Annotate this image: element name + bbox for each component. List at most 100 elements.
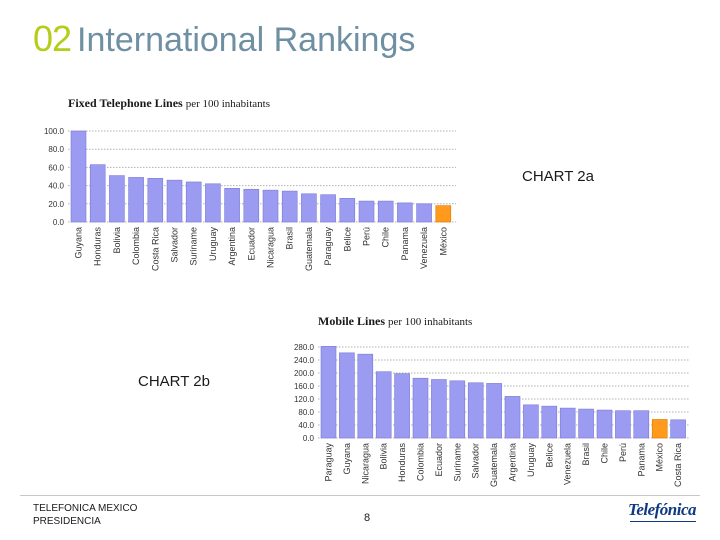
x-tick-label: Nicaragua	[266, 227, 276, 268]
chart-2a-title-main: Fixed Telephone Lines	[68, 96, 183, 110]
x-tick-label: Nicaragua	[360, 443, 370, 484]
chart-2b-label: CHART 2b	[138, 373, 210, 390]
bar-guatemala	[301, 193, 317, 223]
bar-panama	[633, 410, 650, 439]
chart-2a-label: CHART 2a	[522, 168, 594, 185]
bar-nicaragua	[262, 189, 279, 223]
bar-méxico	[435, 205, 452, 223]
x-tick-label: Paraguay	[324, 443, 334, 482]
chart-2a-title: Fixed Telephone Lines per 100 inhabitant…	[68, 96, 270, 111]
x-tick-label: Venezuela	[419, 227, 429, 269]
x-tick-label: Argentina	[227, 227, 237, 266]
bar-ecuador	[243, 188, 260, 223]
bar-salvador	[467, 382, 484, 439]
x-tick-label: Suriname	[189, 227, 199, 266]
y-tick-label: 0.0	[53, 218, 65, 227]
footer-company: TELEFONICA MEXICO PRESIDENCIA	[33, 502, 137, 528]
chart-2a-title-suffix: per 100 inhabitants	[185, 98, 271, 110]
bar-costa-rica	[147, 178, 164, 223]
x-tick-label: México	[438, 227, 448, 256]
bar-perú	[358, 200, 375, 223]
slide-heading: International Rankings	[77, 21, 416, 59]
y-tick-label: 240.0	[294, 356, 315, 365]
footer-company-name: TELEFONICA MEXICO	[33, 503, 138, 514]
x-tick-label: Honduras	[93, 227, 103, 267]
bar-brasil	[281, 190, 298, 223]
x-tick-label: Ecuador	[246, 227, 256, 261]
x-tick-label: Salvador	[170, 227, 180, 263]
chart-2b-title: Mobile Lines per 100 inhabitants	[318, 314, 472, 329]
bar-paraguay	[320, 346, 337, 439]
x-tick-label: Panama	[636, 443, 646, 477]
x-tick-label: Belice	[342, 227, 352, 252]
x-tick-label: Colombia	[131, 227, 141, 265]
bar-nicaragua	[357, 353, 374, 439]
footer-department: PRESIDENCIA	[33, 516, 101, 527]
bar-costa-rica	[670, 419, 686, 439]
fixed-lines-chart: 100.0 80.0 60.0 40.0 20.0 0.0 Guyana Honduras Bo…	[44, 127, 456, 271]
x-tick-label: Costa Rica	[673, 443, 683, 487]
y-tick-label: 80.0	[298, 408, 314, 417]
x-tick-label: Bolivia	[379, 443, 389, 470]
bar-colombia	[412, 377, 429, 439]
x-tick-label: Suriname	[452, 443, 462, 482]
y-tick-label: 0.0	[303, 434, 315, 443]
x-tick-label: Ecuador	[434, 443, 444, 477]
x-tick-label: Chile	[381, 227, 391, 248]
y-tick-label: 120.0	[294, 395, 315, 404]
bar-suriname	[185, 181, 202, 223]
y-tick-label: 40.0	[48, 182, 64, 191]
x-tick-label: Bolivia	[112, 227, 122, 254]
bar-bolivia	[109, 175, 125, 223]
x-tick-label: México	[655, 443, 665, 472]
y-tick-label: 60.0	[48, 163, 64, 172]
x-tick-label: Panama	[400, 227, 410, 261]
x-tick-label: Guatemala	[489, 443, 499, 487]
bar-colombia	[128, 177, 144, 223]
x-tick-label: Colombia	[416, 443, 426, 481]
y-tick-label: 80.0	[48, 145, 64, 154]
x-tick-label: Belice	[544, 443, 554, 468]
footer-divider	[20, 495, 700, 496]
x-tick-label: Chile	[600, 443, 610, 464]
telefonica-logo: Telefónica	[628, 500, 697, 522]
bar-venezuela	[559, 407, 576, 439]
x-tick-label: Honduras	[397, 443, 407, 483]
slide-number: 02	[33, 18, 72, 59]
bar-chile	[377, 200, 394, 223]
y-tick-label: 20.0	[48, 200, 64, 209]
x-tick-label: Guyana	[342, 443, 352, 475]
x-tick-label: Uruguay	[526, 443, 536, 478]
bar-guyana	[339, 352, 355, 439]
x-tick-label: Perú	[618, 443, 628, 462]
bar-belice	[339, 198, 356, 223]
x-tick-label: Paraguay	[323, 227, 333, 266]
x-tick-label: Brasil	[285, 227, 295, 250]
y-tick-label: 100.0	[44, 127, 65, 136]
x-tick-label: Salvador	[471, 443, 481, 479]
x-tick-label: Perú	[362, 227, 372, 246]
bar-venezuela	[416, 203, 432, 223]
bar-suriname	[449, 380, 466, 439]
page-number: 8	[364, 512, 371, 524]
bar-panama	[397, 202, 413, 223]
bar-paraguay	[320, 194, 336, 223]
x-tick-label: Venezuela	[563, 443, 573, 485]
y-tick-label: 200.0	[294, 369, 315, 378]
chart-2b-title-main: Mobile Lines	[318, 314, 386, 328]
bar-argentina	[504, 396, 521, 439]
x-tick-label: Uruguay	[208, 227, 218, 262]
bar-honduras	[394, 373, 410, 439]
y-tick-label: 280.0	[294, 343, 315, 352]
bar-perú	[615, 410, 631, 439]
bar-chile	[596, 409, 613, 439]
bar-uruguay	[205, 183, 221, 223]
x-tick-label: Guatemala	[304, 227, 314, 271]
y-tick-label: 160.0	[294, 382, 315, 391]
x-tick-label: Brasil	[581, 443, 591, 466]
bar-brasil	[578, 408, 594, 439]
bar-salvador	[166, 179, 183, 223]
chart-2b-title-suffix: per 100 inhabitants	[388, 316, 473, 328]
y-tick-label: 40.0	[298, 421, 314, 430]
